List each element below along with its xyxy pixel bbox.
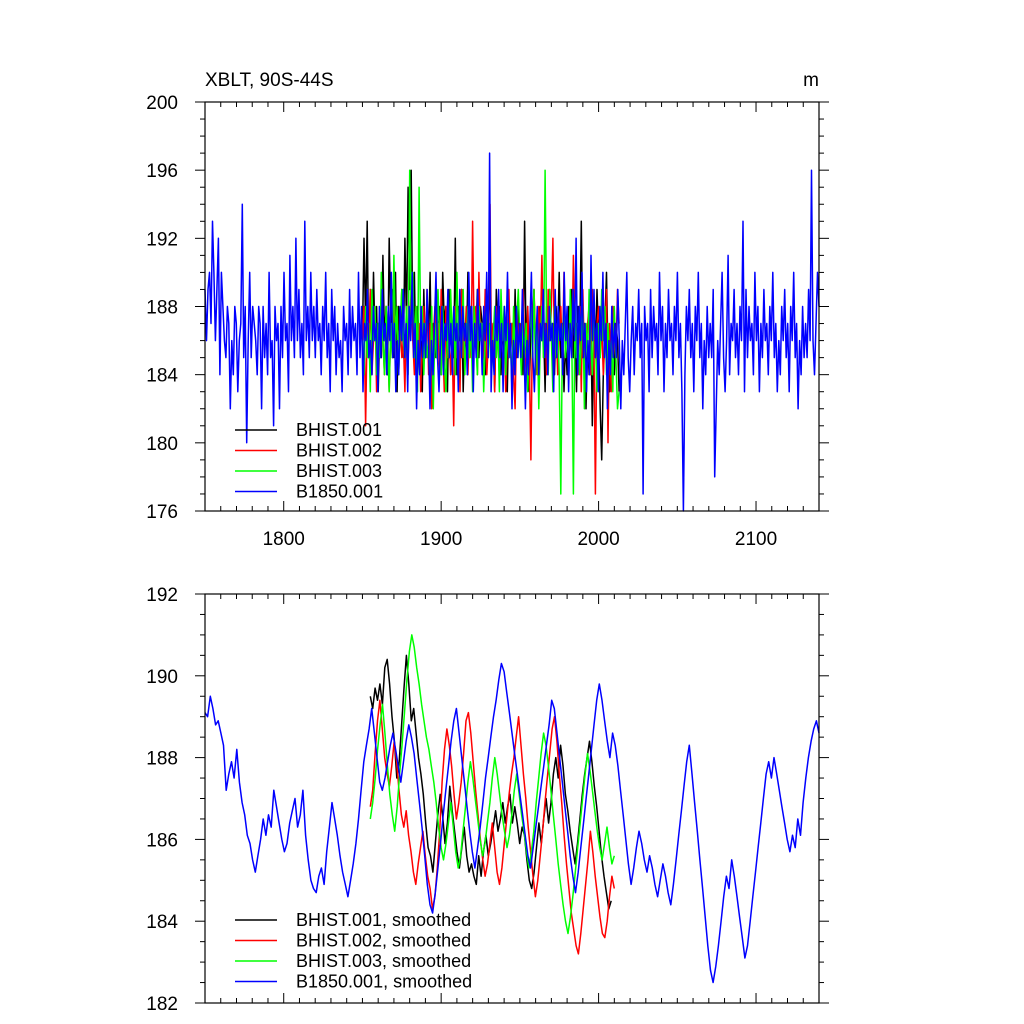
legend-label: BHIST.001, smoothed <box>296 910 471 930</box>
top-panel-series <box>204 152 820 512</box>
y-tick-label: 200 <box>146 93 178 114</box>
legend-label: BHIST.003 <box>296 461 382 481</box>
bottom-panel-ticks: 182 184 186 188 190 192 <box>146 585 829 1015</box>
x-tick-label: 1800 <box>263 529 305 550</box>
y-tick-label: 196 <box>146 161 178 182</box>
series-line-4 <box>204 152 820 512</box>
y-tick-label: 186 <box>146 830 178 851</box>
bottom-panel-series <box>204 634 820 984</box>
y-tick-label: 188 <box>146 749 178 770</box>
series-line-4 <box>204 662 820 984</box>
x-tick-label: 2000 <box>577 529 619 550</box>
series-line-2 <box>369 699 616 955</box>
legend-label: BHIST.001 <box>296 420 382 440</box>
y-tick-label: 192 <box>146 229 178 250</box>
legend-label: B1850.001 <box>296 482 383 502</box>
top-panel: 176 180 184 188 192 196 200 1800 1900 2000 2100 BH… <box>146 70 829 550</box>
y-tick-label: 184 <box>146 366 178 387</box>
x-tick-label: 2100 <box>735 529 777 550</box>
legend-label: BHIST.002, smoothed <box>296 931 471 951</box>
y-tick-label: 176 <box>146 502 178 523</box>
legend-label: BHIST.003, smoothed <box>296 951 471 971</box>
y-tick-label: 192 <box>146 585 178 606</box>
legend-label: BHIST.002 <box>296 441 382 461</box>
series-line-3 <box>369 634 616 935</box>
y-tick-label: 190 <box>146 667 178 688</box>
x-tick-label: 1900 <box>420 529 462 550</box>
legend-label: B1850.001, smoothed <box>296 972 472 992</box>
y-tick-label: 184 <box>146 912 178 933</box>
top-panel-units: m <box>803 70 819 91</box>
y-tick-label: 180 <box>146 434 178 455</box>
series-line-1 <box>369 654 612 910</box>
top-panel-title: XBLT, 90S-44S <box>205 70 334 91</box>
top-panel-ticks: 176 180 184 188 192 196 200 1800 1900 2000 2100 <box>146 93 829 550</box>
y-tick-label: 188 <box>146 298 178 319</box>
y-tick-label: 182 <box>146 994 178 1015</box>
